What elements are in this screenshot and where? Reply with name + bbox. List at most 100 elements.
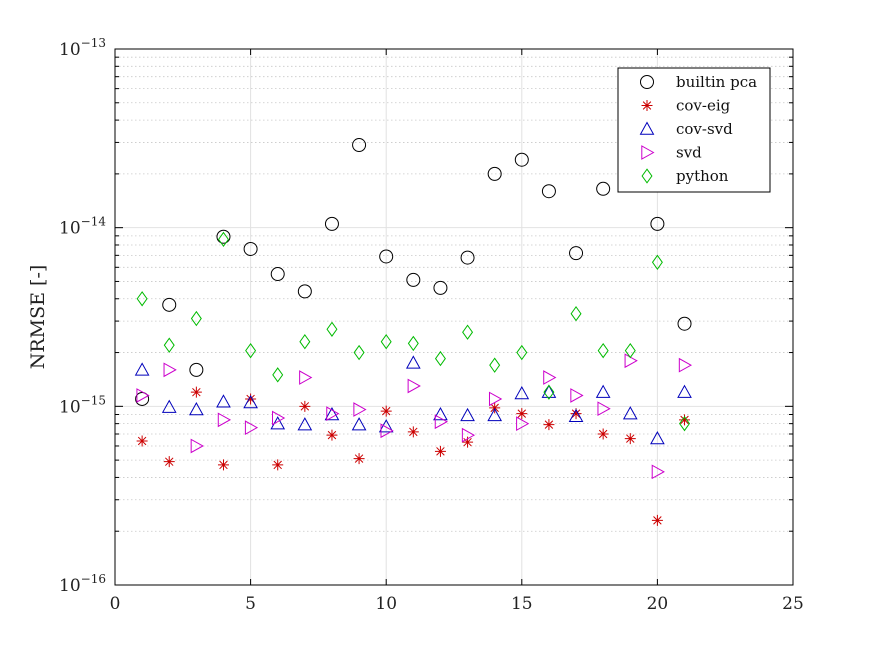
data-point: [434, 445, 446, 457]
data-point: [460, 250, 475, 265]
data-point: [516, 344, 528, 361]
data-point: [134, 362, 150, 376]
y-tick-label: 10−13: [59, 36, 106, 60]
data-point: [326, 406, 340, 422]
data-point: [244, 420, 259, 435]
data-point: [570, 306, 582, 322]
y-tick-label: 10−16: [59, 572, 106, 596]
data-point: [379, 249, 394, 264]
data-point: [378, 419, 394, 433]
plot-frame: [114, 48, 794, 586]
series-python: [136, 231, 691, 432]
data-point: [162, 297, 177, 312]
data-point: [595, 384, 611, 398]
data-point: [622, 406, 638, 420]
legend-marker: [641, 145, 655, 160]
legend-marker: [641, 100, 653, 111]
data-point: [297, 284, 312, 299]
data-point: [136, 291, 148, 307]
data-point: [163, 362, 177, 378]
data-point: [678, 357, 693, 373]
data-point: [677, 316, 692, 331]
data-point: [597, 428, 609, 440]
data-point: [462, 324, 474, 340]
data-point: [407, 335, 419, 352]
data-point: [597, 401, 611, 417]
legend-label: cov-svd: [676, 120, 733, 138]
data-point: [380, 334, 392, 350]
data-point: [245, 393, 257, 405]
y-axis-label: NRMSE [-]: [27, 265, 49, 370]
legend-marker: [640, 75, 654, 89]
data-point: [217, 412, 232, 428]
data-point: [245, 342, 257, 359]
data-point: [136, 388, 150, 403]
data-point: [407, 426, 419, 438]
data-point: [569, 246, 584, 261]
data-point: [651, 254, 663, 270]
data-point: [514, 152, 529, 167]
series-builtin-pca: [135, 138, 692, 406]
data-point: [351, 417, 367, 431]
data-point: [488, 391, 503, 407]
data-point: [679, 414, 691, 426]
data-point: [541, 384, 557, 398]
data-point: [136, 435, 148, 447]
data-point: [434, 350, 446, 367]
axis-ticks: [114, 49, 794, 586]
data-point: [650, 216, 665, 231]
data-point: [380, 405, 392, 417]
data-point: [650, 431, 665, 445]
data-point: [299, 370, 313, 385]
data-point: [189, 362, 204, 377]
data-point: [353, 402, 367, 417]
data-point: [189, 401, 204, 416]
data-point: [217, 459, 229, 471]
data-point: [270, 267, 285, 282]
data-point: [217, 231, 229, 248]
data-point: [324, 216, 339, 231]
data-point: [190, 310, 202, 327]
x-tick-label: 15: [511, 594, 533, 614]
y-tick-label: 10−15: [59, 393, 106, 417]
data-point: [433, 406, 448, 421]
series-cov-eig: [136, 386, 691, 526]
legend-label: builtin pca: [676, 73, 757, 91]
data-point: [299, 400, 311, 412]
data-point: [514, 385, 530, 400]
data-point: [679, 415, 691, 432]
data-point: [353, 344, 365, 361]
data-point: [651, 514, 663, 526]
data-point: [216, 229, 231, 244]
x-tick-label: 0: [110, 594, 121, 614]
data-point: [568, 408, 584, 422]
y-tick-label: 10−14: [59, 215, 106, 239]
series-cov-svd: [134, 355, 692, 445]
data-point: [543, 419, 555, 431]
data-point: [272, 367, 284, 383]
data-point: [272, 410, 286, 426]
data-point: [516, 416, 530, 431]
data-point: [161, 399, 177, 413]
data-point: [570, 388, 584, 403]
data-point: [462, 436, 474, 448]
data-point: [326, 429, 338, 441]
legend-label: svd: [676, 144, 702, 162]
data-point: [516, 408, 528, 420]
data-point: [216, 394, 231, 408]
data-point: [624, 433, 636, 445]
data-point: [624, 353, 638, 369]
data-point: [352, 138, 367, 153]
x-tick-label: 10: [375, 594, 397, 614]
data-point: [624, 342, 636, 359]
data-point: [487, 407, 503, 422]
x-tick-label: 20: [647, 594, 669, 614]
data-point: [597, 342, 609, 359]
legend-marker: [641, 168, 653, 184]
data-point: [243, 241, 258, 256]
data-point: [461, 427, 476, 443]
series-layer: [134, 138, 693, 526]
data-point: [190, 438, 204, 454]
data-point: [434, 414, 448, 430]
